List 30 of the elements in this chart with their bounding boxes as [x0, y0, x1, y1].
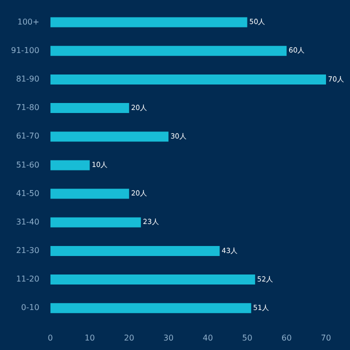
- y-tick-label: 0-10: [21, 303, 40, 312]
- x-tick-label: 20: [124, 333, 134, 342]
- bar: [50, 274, 256, 285]
- bar: [50, 17, 248, 28]
- bar: [50, 188, 130, 199]
- x-tick-label: 30: [163, 333, 174, 342]
- x-tick-label: 70: [320, 333, 332, 342]
- bar: [50, 46, 287, 56]
- y-tick-label: 100+: [17, 17, 40, 26]
- y-tick-label: 31-40: [16, 217, 40, 226]
- x-tick-label: 10: [84, 333, 95, 342]
- y-tick-label: 11-20: [16, 274, 40, 284]
- bar: [50, 74, 326, 84]
- x-tick-label: 60: [282, 333, 292, 342]
- x-tick-label: 0: [48, 333, 53, 342]
- bar: [50, 303, 252, 314]
- bar: [50, 160, 90, 170]
- y-tick-label: 61-70: [16, 132, 40, 141]
- bar: [50, 246, 220, 256]
- bar: [50, 103, 130, 114]
- y-tick-label: 91-100: [10, 46, 40, 55]
- y-tick-label: 21-30: [16, 246, 40, 256]
- bar: [50, 132, 168, 142]
- y-tick-label: 81-90: [16, 74, 40, 84]
- x-tick-label: 50: [242, 333, 252, 342]
- y-tick-label: 51-60: [16, 160, 40, 170]
- x-tick-label: 40: [202, 333, 213, 342]
- y-tick-label: 41-50: [16, 188, 40, 198]
- y-tick-label: 71-80: [16, 103, 40, 112]
- bar: [50, 217, 141, 228]
